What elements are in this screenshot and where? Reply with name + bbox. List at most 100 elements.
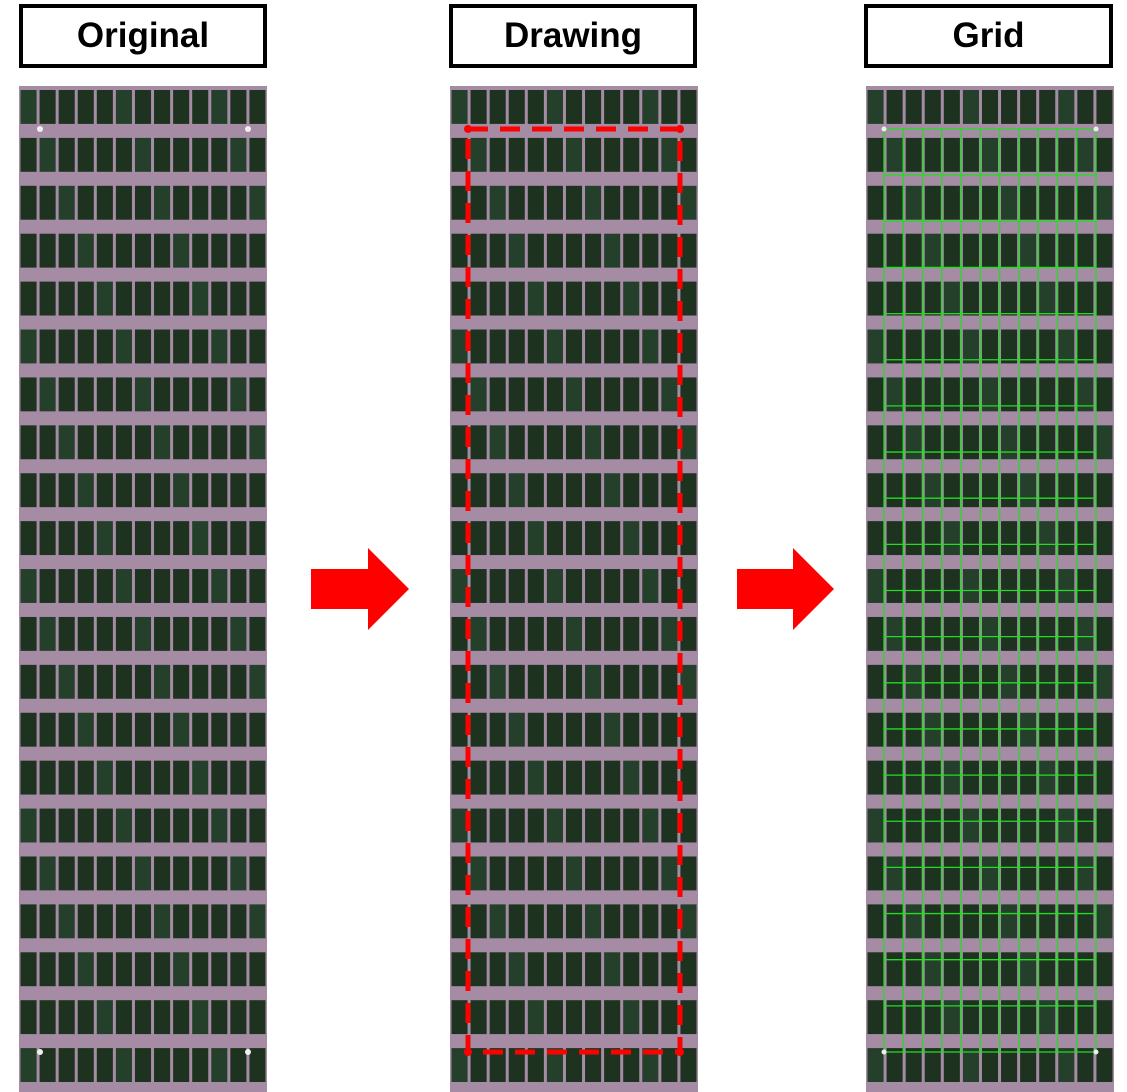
plant-plot xyxy=(585,377,602,412)
plant-plot xyxy=(1077,425,1094,460)
plant-plot xyxy=(905,1048,922,1082)
plant-plot xyxy=(1039,425,1056,460)
plant-plot xyxy=(962,90,979,124)
plant-plot xyxy=(1077,808,1094,843)
plant-plot xyxy=(1096,856,1113,891)
plant-plot xyxy=(642,712,659,747)
plant-plot xyxy=(1039,760,1056,795)
plant-plot xyxy=(1077,856,1094,891)
plant-plot xyxy=(192,712,209,747)
field-image-drawing xyxy=(450,86,698,1092)
plant-plot xyxy=(1001,904,1018,939)
plant-plot xyxy=(981,760,999,795)
plant-plot xyxy=(1039,1000,1056,1035)
plant-plot xyxy=(1058,90,1075,124)
plant-plot xyxy=(230,90,247,124)
plant-plot xyxy=(886,712,903,747)
plant-plot xyxy=(115,521,132,556)
plant-plot xyxy=(489,1000,506,1035)
plant-plot xyxy=(249,569,266,603)
plant-plot xyxy=(604,856,621,891)
grid-corner-marker xyxy=(1093,1049,1099,1055)
plant-plot xyxy=(173,1000,190,1035)
plant-plot xyxy=(39,137,56,172)
plant-plot xyxy=(661,664,678,699)
plant-plot xyxy=(192,856,209,891)
plant-plot xyxy=(489,185,506,220)
plant-plot xyxy=(527,856,544,891)
plant-plot xyxy=(924,664,941,699)
plant-plot xyxy=(20,90,37,124)
plant-plot xyxy=(604,1048,621,1082)
plant-plot xyxy=(20,664,37,699)
plant-plot xyxy=(546,712,563,747)
plant-plot xyxy=(1077,137,1094,172)
plant-plot xyxy=(508,90,525,124)
plant-plot xyxy=(1020,712,1037,747)
plant-plot xyxy=(451,281,468,316)
plant-plot xyxy=(886,952,903,987)
plant-plot xyxy=(173,712,190,747)
plant-plot xyxy=(470,329,487,364)
plant-plot xyxy=(470,1000,487,1035)
plant-plot xyxy=(58,760,75,795)
plant-plot xyxy=(451,377,468,412)
plant-plot xyxy=(20,137,37,172)
drawing-corner-bottom-left xyxy=(464,1048,472,1056)
plant-plot xyxy=(943,1000,960,1035)
grid-corner-marker xyxy=(881,1049,887,1055)
plant-plot xyxy=(1020,377,1037,412)
plant-plot xyxy=(489,233,506,268)
plant-plot xyxy=(905,1000,922,1035)
plant-plot xyxy=(1001,569,1018,603)
plant-plot xyxy=(1096,712,1113,747)
plant-plot xyxy=(661,90,678,124)
plant-plot xyxy=(585,904,602,939)
plant-plot xyxy=(642,664,659,699)
plant-plot xyxy=(867,904,884,939)
plant-plot xyxy=(154,521,171,556)
plant-plot xyxy=(20,760,37,795)
plant-plot xyxy=(962,616,979,651)
plant-plot xyxy=(527,616,544,651)
plant-plot xyxy=(489,377,506,412)
plant-plot xyxy=(1039,808,1056,843)
plant-plot xyxy=(1096,473,1113,508)
plant-plot xyxy=(1020,90,1037,124)
plant-plot xyxy=(96,281,113,316)
plant-plot xyxy=(192,473,209,508)
plant-plot xyxy=(905,808,922,843)
plant-plot xyxy=(20,569,37,603)
plant-plot xyxy=(173,329,190,364)
label-drawing-text: Drawing xyxy=(503,16,643,55)
plant-plot xyxy=(623,281,640,316)
plant-plot xyxy=(489,904,506,939)
plant-plot xyxy=(1058,185,1075,220)
plant-plot xyxy=(565,760,583,795)
plant-plot xyxy=(642,521,659,556)
plant-plot xyxy=(1077,185,1094,220)
plant-plot xyxy=(173,425,190,460)
plant-plot xyxy=(981,808,999,843)
plant-plot xyxy=(905,90,922,124)
plant-plot xyxy=(867,521,884,556)
plant-plot xyxy=(489,281,506,316)
plant-plot xyxy=(943,281,960,316)
plant-plot xyxy=(508,329,525,364)
plant-plot xyxy=(451,712,468,747)
plant-plot xyxy=(661,808,678,843)
plant-plot xyxy=(489,1048,506,1082)
plant-plot xyxy=(642,760,659,795)
plant-plot xyxy=(230,377,247,412)
plant-plot xyxy=(58,856,75,891)
plant-plot xyxy=(77,1000,94,1035)
plant-plot xyxy=(924,521,941,556)
grid-corner-marker xyxy=(881,126,887,132)
plant-plot xyxy=(604,377,621,412)
plant-plot xyxy=(886,808,903,843)
plant-plot xyxy=(249,712,266,747)
plant-plot xyxy=(134,712,152,747)
plant-plot xyxy=(77,425,94,460)
plant-plot xyxy=(661,329,678,364)
arrow-shape xyxy=(311,548,409,630)
